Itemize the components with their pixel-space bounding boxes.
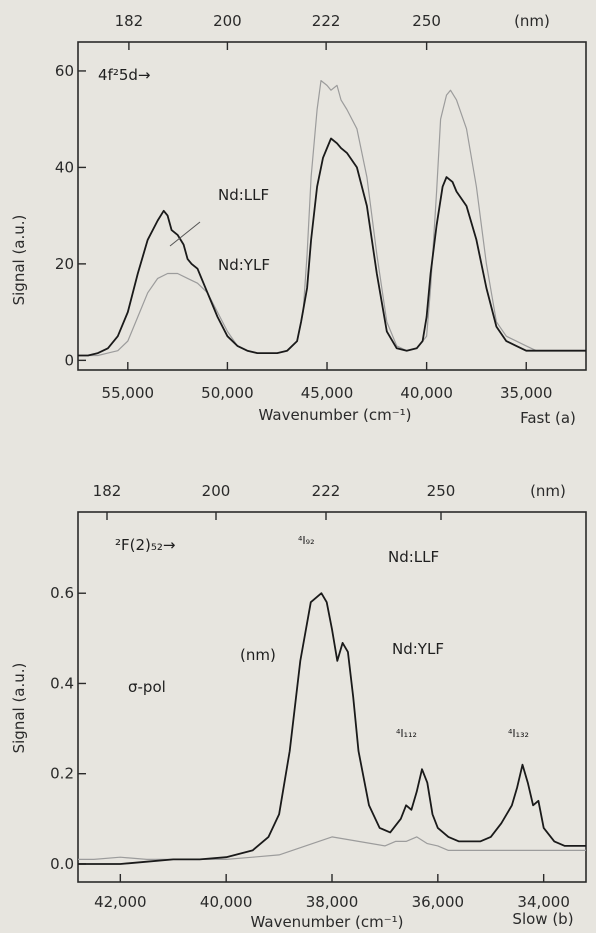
- annotation-level-4i11-b: ⁴I₁₁₂: [396, 727, 417, 740]
- panel-slow: 42,000 40,000 38,000 36,000 34,000 0.0 0.2 0.4 0…: [10, 482, 587, 931]
- top-tick-label-a-1: 200: [213, 12, 242, 30]
- series-line-a-0: [78, 137, 586, 357]
- annotation-pointer-a: [169, 221, 201, 247]
- y-tick-label-b-2: 0.4: [50, 674, 74, 692]
- x-tick-label-a-1: 50,000: [201, 384, 254, 402]
- annotation-transition-b: ²F(2)₅₂→: [115, 536, 175, 554]
- top-axis-unit-b: (nm): [530, 482, 566, 500]
- annotation-nm-b: (nm): [240, 646, 276, 664]
- annotation-nd-ylf-b: Nd:YLF: [392, 640, 444, 658]
- y-axis-title-b: Signal (a.u.): [10, 663, 28, 754]
- annotation-level-4i9-b: ⁴I₉₂: [298, 534, 314, 547]
- annotation-polarization-b: σ-pol: [128, 678, 166, 696]
- x-axis-title-b: Wavenumber (cm⁻¹): [251, 913, 404, 931]
- top-tick-label-b-2: 222: [312, 482, 341, 500]
- x-tick-label-b-1: 40,000: [200, 893, 253, 911]
- annotation-nd-llf-a: Nd:LLF: [218, 186, 269, 204]
- plot-frame-b: [77, 511, 587, 883]
- y-tick-label-a-0: 0: [64, 351, 74, 369]
- top-axis-unit-a: (nm): [514, 12, 550, 30]
- panel-label-a: Fast (a): [520, 409, 576, 427]
- x-tick-label-a-0: 55,000: [102, 384, 155, 402]
- plot-frame-a: [77, 41, 587, 371]
- series-line-a-1: [78, 79, 586, 357]
- panel-fast: 55,000 50,000 45,000 40,000 35,000 0 20 40 60 182…: [10, 12, 587, 427]
- top-tick-label-a-0: 182: [115, 12, 144, 30]
- x-tick-label-b-0: 42,000: [94, 893, 147, 911]
- top-tick-label-b-1: 200: [202, 482, 231, 500]
- y-tick-label-a-3: 60: [55, 62, 74, 80]
- annotation-transition-a: 4f²5d→: [98, 66, 150, 84]
- x-tick-label-a-2: 45,000: [301, 384, 354, 402]
- x-tick-label-b-2: 38,000: [306, 893, 359, 911]
- top-tick-label-a-3: 250: [412, 12, 441, 30]
- y-tick-label-b-0: 0.0: [50, 855, 74, 873]
- x-tick-label-b-3: 36,000: [412, 893, 465, 911]
- y-tick-label-a-1: 20: [55, 255, 74, 273]
- top-tick-label-b-3: 250: [427, 482, 456, 500]
- panel-label-b: Slow (b): [512, 910, 573, 928]
- x-tick-label-a-4: 35,000: [500, 384, 553, 402]
- top-tick-label-a-2: 222: [312, 12, 341, 30]
- x-tick-label-b-4: 34,000: [517, 893, 570, 911]
- y-tick-label-a-2: 40: [55, 158, 74, 176]
- annotation-nd-llf-b: Nd:LLF: [388, 548, 439, 566]
- y-tick-label-b-3: 0.6: [50, 584, 74, 602]
- y-axis-title-a: Signal (a.u.): [10, 215, 28, 306]
- series-line-b-0: [78, 592, 586, 865]
- top-tick-label-b-0: 182: [93, 482, 122, 500]
- annotation-level-4i13-b: ⁴I₁₃₂: [508, 727, 529, 740]
- series-line-b-1: [78, 836, 586, 861]
- x-axis-title-a: Wavenumber (cm⁻¹): [259, 406, 412, 424]
- annotation-nd-ylf-a: Nd:YLF: [218, 256, 270, 274]
- x-tick-label-a-3: 40,000: [400, 384, 453, 402]
- y-tick-label-b-1: 0.2: [50, 765, 74, 783]
